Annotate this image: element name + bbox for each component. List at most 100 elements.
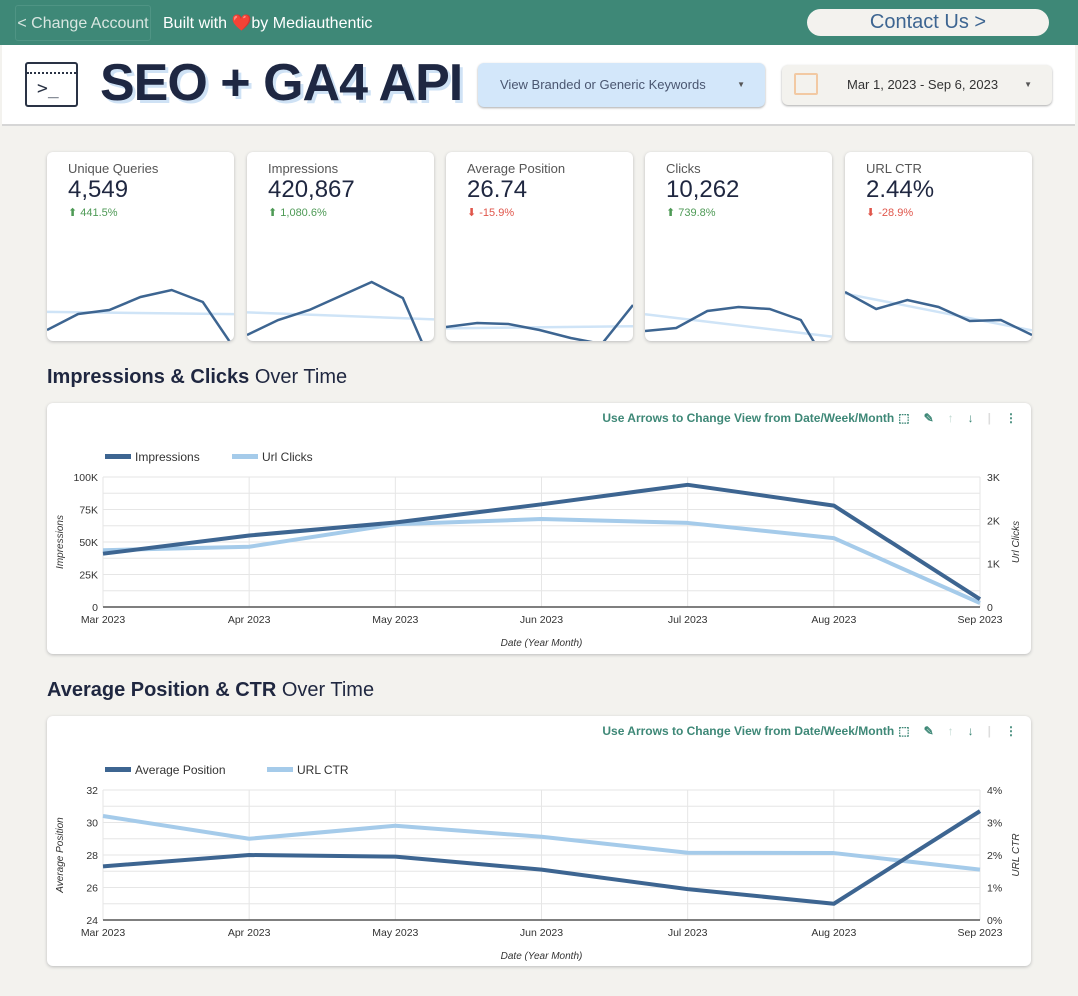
legend-item[interactable]: URL CTR — [267, 763, 349, 777]
sparkline — [47, 288, 234, 341]
arrow-down-icon[interactable]: ↓ — [967, 411, 974, 425]
arrow-up-icon[interactable]: ↑ — [947, 724, 954, 738]
pencil-icon[interactable]: ✎ — [923, 411, 934, 425]
drill-icon[interactable]: ⬚ — [898, 411, 910, 425]
drill-icon[interactable]: ⬚ — [898, 724, 910, 738]
keyword-type-dropdown[interactable]: View Branded or Generic Keywords ▼ — [478, 63, 765, 107]
arrow-up-icon[interactable]: ↑ — [947, 411, 954, 425]
caret-down-icon: ▼ — [737, 80, 745, 89]
legend-item[interactable]: Average Position — [105, 763, 226, 777]
y2-tick-label: 4% — [987, 785, 1002, 797]
y-axis-title: Impressions — [55, 515, 66, 569]
by-label: by Mediauthentic — [251, 15, 373, 32]
change-account-button[interactable]: < Change Account — [15, 5, 151, 41]
legend-label: Average Position — [135, 763, 226, 777]
terminal-icon: >_ — [25, 62, 78, 107]
series-line-impressions — [102, 482, 982, 601]
section-title-position-ctr: Average Position & CTR Over Time — [47, 679, 374, 702]
y-tick-label: 25K — [79, 570, 98, 582]
y2-tick-label: 2% — [987, 850, 1002, 862]
kpi-label: Clicks — [666, 161, 701, 176]
impressions-clicks-chart: Use Arrows to Change View from Date/Week… — [47, 403, 1031, 654]
x-tick-label: Sep 2023 — [958, 927, 1003, 939]
position-ctr-chart: Use Arrows to Change View from Date/Week… — [47, 716, 1031, 966]
legend-label: Impressions — [135, 450, 200, 464]
x-tick-label: Jul 2023 — [668, 927, 708, 939]
more-options-icon[interactable]: ⋮ — [1005, 724, 1017, 738]
kpi-card: Impressions 420,867 ⬆ 1,080.6% — [247, 152, 434, 341]
calendar-icon — [794, 73, 818, 95]
sparkline-series — [845, 290, 1032, 337]
sparkline — [845, 290, 1032, 337]
kpi-value: 10,262 — [666, 176, 740, 203]
y2-tick-label: 3K — [987, 472, 1000, 484]
trend-line — [247, 311, 434, 321]
x-axis-title: Date (Year Month) — [501, 638, 583, 649]
kpi-value: 4,549 — [68, 176, 129, 203]
x-axis-title: Date (Year Month) — [501, 951, 583, 962]
contact-us-button[interactable]: Contact Us > — [807, 9, 1049, 36]
y2-tick-label: 1K — [987, 559, 1000, 571]
y-tick-label: 30 — [86, 818, 98, 830]
x-tick-label: Mar 2023 — [81, 927, 126, 939]
x-tick-label: Jun 2023 — [520, 927, 563, 939]
x-tick-label: Aug 2023 — [811, 614, 856, 626]
pencil-icon[interactable]: ✎ — [923, 724, 934, 738]
built-with-text: Built with ❤️by Mediauthentic — [163, 13, 372, 33]
y-tick-label: 26 — [86, 883, 98, 895]
section-title-rest: Over Time — [276, 679, 375, 701]
date-range-picker[interactable]: Mar 1, 2023 - Sep 6, 2023 ▼ — [782, 65, 1052, 105]
y-tick-label: 0 — [92, 602, 98, 614]
trend-line — [845, 292, 1032, 332]
sparkline — [247, 280, 434, 341]
kpi-label: Average Position — [467, 161, 566, 176]
x-tick-label: Apr 2023 — [228, 927, 271, 939]
series-line-url-clicks — [102, 517, 981, 605]
kpi-value: 420,867 — [268, 176, 355, 203]
section-title-bold: Impressions & Clicks — [47, 366, 250, 388]
y2-tick-label: 0% — [987, 915, 1002, 927]
legend-item[interactable]: Url Clicks — [232, 450, 313, 464]
y-tick-label: 50K — [79, 537, 98, 549]
trend-line — [645, 312, 832, 338]
kpi-card: Unique Queries 4,549 ⬆ 441.5% — [47, 152, 234, 341]
kpi-card: Clicks 10,262 ⬆ 739.8% — [645, 152, 832, 341]
trend-line — [47, 310, 234, 316]
x-tick-label: May 2023 — [372, 927, 418, 939]
series-line-average-position — [102, 809, 982, 906]
y-tick-label: 75K — [79, 505, 98, 517]
series-line-url-ctr — [102, 814, 981, 872]
sparkline — [446, 304, 633, 341]
chart-toolbar: Use Arrows to Change View from Date/Week… — [602, 724, 1017, 738]
section-title-bold: Average Position & CTR — [47, 679, 277, 701]
date-range-label: Mar 1, 2023 - Sep 6, 2023 — [847, 77, 999, 92]
sparkline-series — [645, 305, 815, 341]
arrow-down-icon[interactable]: ↓ — [967, 724, 974, 738]
x-tick-label: Mar 2023 — [81, 614, 126, 626]
kpi-label: Unique Queries — [68, 161, 159, 176]
top-bar: < Change Account Built with ❤️by Mediaut… — [0, 0, 1078, 45]
x-tick-label: May 2023 — [372, 614, 418, 626]
chart-toolbar: Use Arrows to Change View from Date/Week… — [602, 411, 1017, 425]
y2-tick-label: 0 — [987, 602, 993, 614]
keyword-dropdown-label: View Branded or Generic Keywords — [500, 77, 706, 92]
kpi-change: ⬆ 441.5% — [68, 207, 118, 219]
terminal-glyph: >_ — [37, 78, 59, 99]
legend-item[interactable]: Impressions — [105, 450, 200, 464]
sparkline — [645, 305, 832, 341]
sparkline-series — [47, 288, 231, 341]
kpi-change: ⬆ 1,080.6% — [268, 207, 327, 219]
x-tick-label: Aug 2023 — [811, 927, 856, 939]
y-tick-label: 24 — [86, 915, 98, 927]
kpi-label: URL CTR — [866, 161, 922, 176]
more-options-icon[interactable]: ⋮ — [1005, 411, 1017, 425]
y2-tick-label: 1% — [987, 883, 1002, 895]
legend-label: Url Clicks — [262, 450, 313, 464]
y-tick-label: 32 — [86, 785, 98, 797]
x-tick-label: Sep 2023 — [958, 614, 1003, 626]
kpi-card: Average Position 26.74 ⬇ -15.9% — [446, 152, 633, 341]
x-tick-label: Jun 2023 — [520, 614, 563, 626]
x-tick-label: Jul 2023 — [668, 614, 708, 626]
kpi-change: ⬇ -28.9% — [866, 207, 914, 219]
y-tick-label: 100K — [73, 472, 98, 484]
